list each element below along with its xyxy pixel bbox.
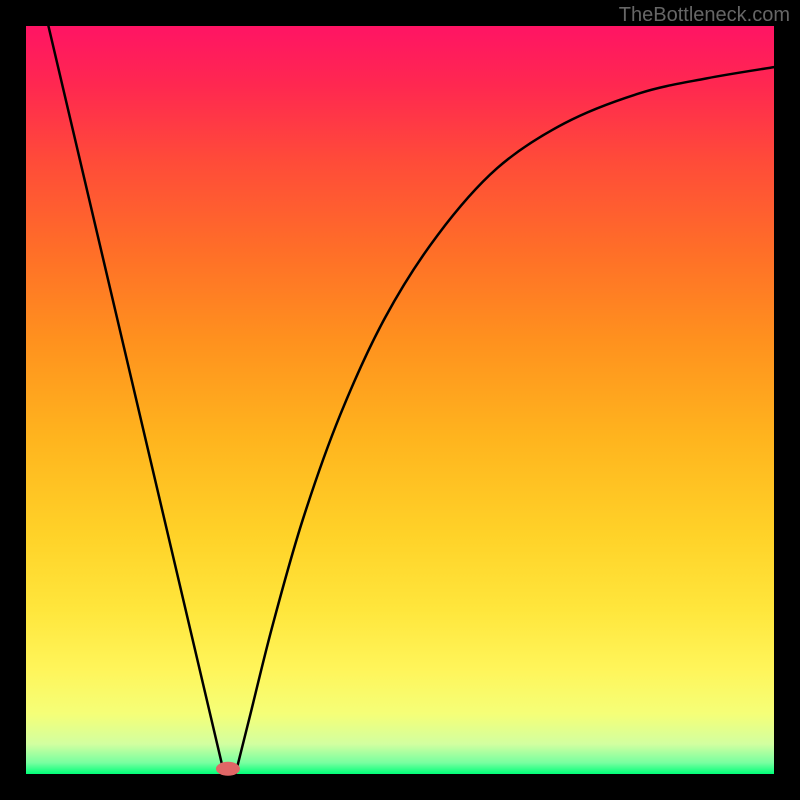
bottleneck-chart: TheBottleneck.com [0,0,800,800]
chart-svg [0,0,800,800]
optimal-marker [216,762,240,776]
watermark-text: TheBottleneck.com [619,4,790,27]
plot-background [26,26,774,774]
